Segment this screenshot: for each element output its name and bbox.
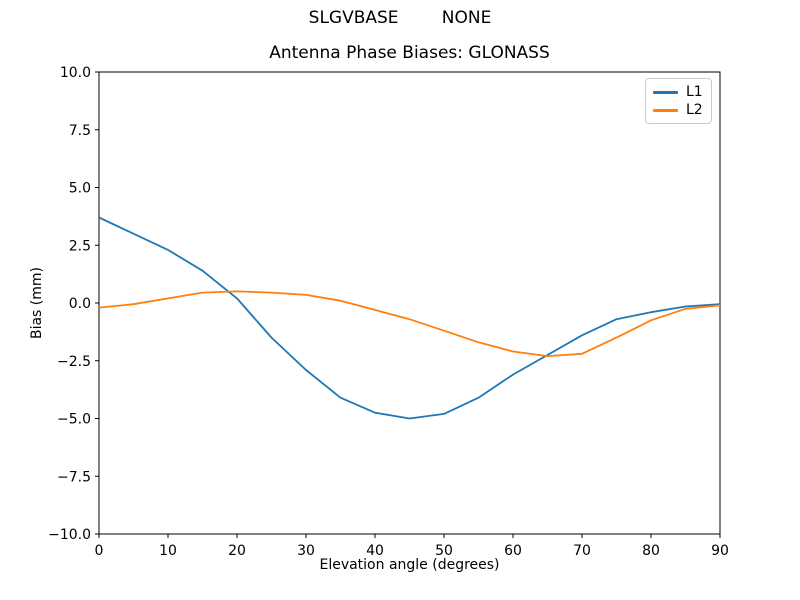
series-line-l2 [98, 290, 721, 358]
x-tick-label: 70 [573, 543, 591, 559]
y-tick-label: 10.0 [60, 65, 91, 81]
chart-title: Antenna Phase Biases: GLONASS [269, 43, 550, 63]
y-tick-label: 5.0 [69, 181, 91, 197]
legend-line-swatch-l1 [653, 90, 678, 94]
series-line-l1 [98, 216, 721, 420]
x-tick-label: 0 [95, 543, 104, 559]
x-tick-label: 20 [228, 543, 246, 559]
axes-spines [98, 71, 721, 535]
y-tick-label: 2.5 [69, 238, 91, 254]
x-tick-label: 10 [159, 543, 177, 559]
legend-item-l1: L1 [646, 83, 711, 101]
x-axis-label: Elevation angle (degrees) [319, 557, 500, 573]
x-tick-label: 30 [297, 543, 315, 559]
legend-item-l2: L2 [646, 101, 711, 119]
y-tick-label: −7.5 [57, 469, 91, 485]
legend-label-l2: L2 [686, 102, 703, 118]
x-tick-label: 50 [435, 543, 453, 559]
y-axis-label: Bias (mm) [29, 266, 45, 340]
y-tick-label: −2.5 [57, 354, 91, 370]
y-tick-label: 0.0 [69, 296, 91, 312]
y-tick-label: −10.0 [48, 527, 91, 543]
legend-line-swatch-l2 [653, 108, 678, 112]
y-tick-label: −5.0 [57, 412, 91, 428]
x-tick-label: 60 [504, 543, 522, 559]
x-tick-label: 90 [711, 543, 729, 559]
legend-label-l1: L1 [686, 84, 703, 100]
x-tick-label: 80 [642, 543, 660, 559]
y-tick-label: 7.5 [69, 123, 91, 139]
figure-suptitle: SLGVBASE NONE [308, 8, 492, 28]
legend: L1 L2 [645, 78, 712, 124]
x-tick-label: 40 [366, 543, 384, 559]
